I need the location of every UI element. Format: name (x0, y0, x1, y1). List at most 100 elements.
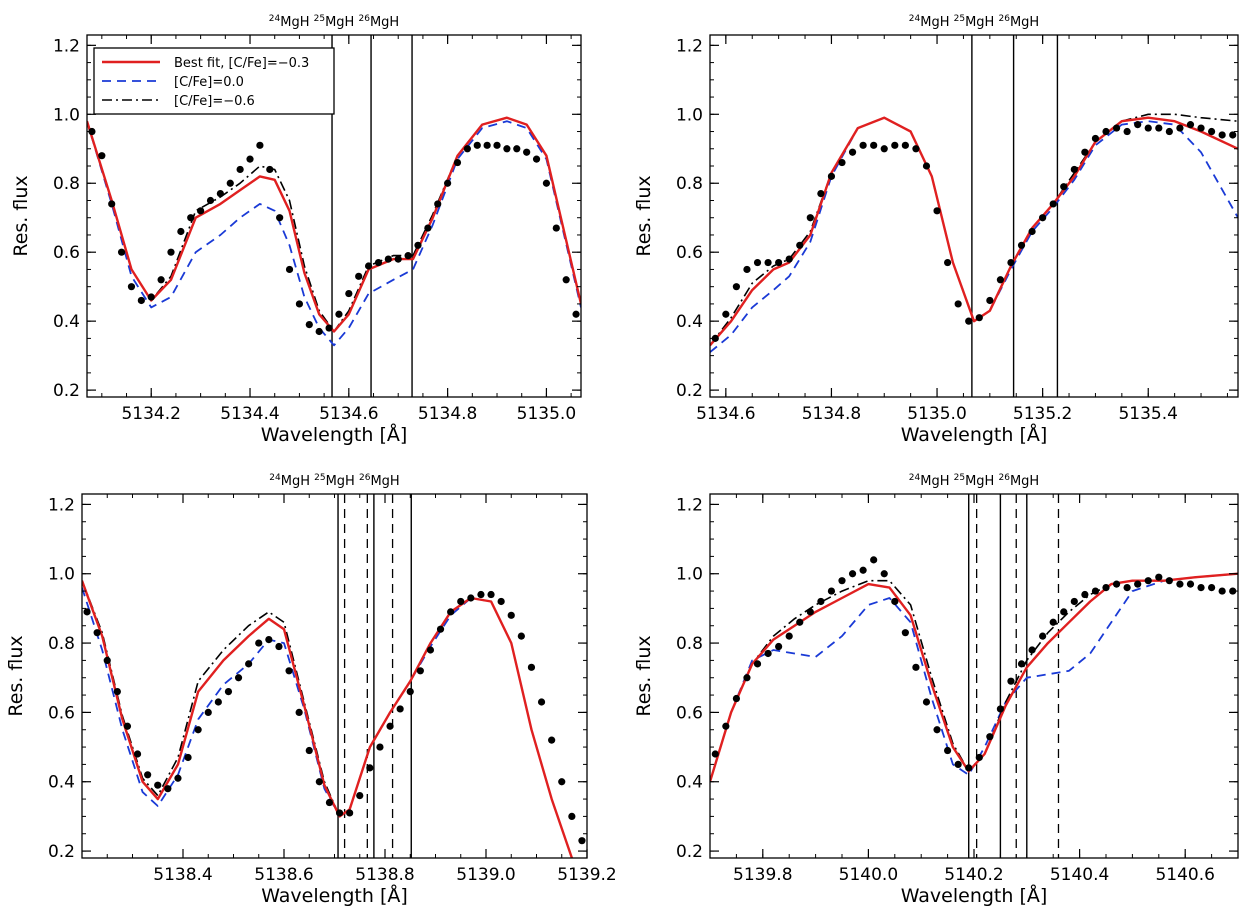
observed-point (396, 705, 404, 713)
series-line-dashed (87, 120, 581, 347)
observed-point (305, 746, 313, 755)
observed-point (1017, 660, 1026, 668)
observed-point (1102, 127, 1110, 136)
observed-point (255, 639, 263, 647)
observed-point (933, 207, 941, 215)
isotope-name: MgH (920, 15, 953, 30)
panel-1: 0.2 0.4 0.6 0.8 1.0 1.2 5134.2 5134.4 5134.6 5134… (10, 14, 582, 446)
isotope-name: MgH (1010, 15, 1039, 30)
observed-point (204, 708, 212, 717)
observed-point (965, 317, 973, 325)
isotope-lines (971, 35, 1059, 397)
observed-point (345, 289, 353, 298)
x-axis-title: Wavelength [Å] (901, 423, 1048, 446)
observed-point (806, 608, 814, 616)
observed-point (996, 705, 1005, 713)
isotope-mass: 24 (269, 14, 281, 24)
xtick-label: 5139.0 (456, 865, 515, 885)
observed-point (532, 155, 541, 163)
observed-point (374, 258, 383, 267)
observed-point (1007, 258, 1015, 267)
observed-point (796, 618, 804, 626)
isotope-lines (337, 494, 412, 858)
observed-point (453, 158, 462, 167)
isotope-name: MgH (370, 474, 399, 489)
isotope-mass: 24 (269, 473, 281, 483)
observed-point (1070, 597, 1078, 606)
xtick-label: 5134.6 (696, 404, 755, 424)
isotope-name: MgH (325, 15, 358, 30)
observed-point (295, 708, 303, 717)
observed-point (1112, 124, 1121, 132)
observed-point (711, 334, 719, 342)
observed-point (1028, 646, 1036, 654)
observed-point (376, 743, 384, 751)
observed-point (1197, 124, 1205, 132)
observed-point (922, 162, 931, 170)
observed-point (246, 155, 254, 163)
observed-point (548, 736, 556, 744)
observed-point (1039, 214, 1047, 222)
observed-point (1165, 577, 1173, 585)
observed-point (315, 327, 323, 336)
observed-point (473, 141, 481, 149)
observed-point (1060, 183, 1068, 191)
xtick-label: 5134.2 (121, 404, 180, 424)
ytick-label: 1.2 (676, 495, 703, 515)
observed-point (1176, 580, 1184, 588)
observed-point (1144, 577, 1152, 585)
observed-point (1091, 587, 1100, 595)
observed-point (743, 265, 751, 274)
observed-point (167, 248, 175, 256)
series-group (710, 556, 1238, 783)
series-group (87, 116, 581, 347)
legend-label: Best fit, [C/Fe]=−0.3 (174, 56, 309, 71)
observed-point (384, 255, 392, 263)
xtick-label: 5138.8 (355, 865, 414, 885)
observed-point (1134, 580, 1142, 588)
xtick-label: 5139.2 (557, 865, 616, 885)
observed-point (497, 597, 505, 606)
ytick-label: 1.0 (676, 105, 703, 125)
xtick-label: 5139.8 (733, 865, 792, 885)
observed-point (1039, 632, 1047, 640)
ytick-label: 1.0 (676, 565, 703, 585)
observed-point (1091, 134, 1100, 143)
series-line-solid (710, 572, 1238, 783)
xtick-label: 5134.4 (220, 404, 279, 424)
observed-point (1218, 587, 1226, 595)
observed-point (424, 224, 432, 232)
observed-point (507, 611, 515, 619)
observed-point (404, 252, 412, 260)
observed-point (1229, 131, 1237, 139)
isotope-mass: 26 (998, 14, 1010, 24)
ytick-label: 1.2 (48, 495, 75, 515)
observed-point (562, 276, 570, 284)
isotope-mass: 25 (954, 14, 965, 24)
observed-point (975, 314, 983, 322)
observed-point (305, 321, 313, 329)
observed-point (775, 258, 783, 267)
observed-point (355, 272, 363, 280)
observed-point (1208, 127, 1216, 136)
observed-point (335, 809, 344, 817)
observed-point (870, 556, 878, 564)
observed-point (144, 771, 152, 779)
isotope-name: MgH (281, 474, 314, 489)
observed-point (944, 258, 952, 267)
isotope-label: 24MgH 25MgH 26MgH (909, 473, 1039, 489)
observed-point (954, 760, 962, 769)
observed-point (870, 141, 878, 149)
observed-point (1081, 590, 1089, 599)
observed-point (147, 293, 155, 301)
observed-point (901, 141, 909, 149)
observed-point (483, 141, 491, 149)
observed-point (891, 141, 899, 149)
observed-point (477, 590, 485, 599)
isotope-label: 24MgH 25MgH 26MgH (269, 473, 399, 489)
observed-point (93, 629, 101, 637)
series-line-dashed (710, 572, 1238, 782)
observed-point (103, 656, 111, 665)
panel-4: 0.2 0.4 0.6 0.8 1.0 1.2 5139.8 5140.0 5140.2 5140… (633, 473, 1239, 907)
isotope-mass: 26 (998, 473, 1010, 483)
